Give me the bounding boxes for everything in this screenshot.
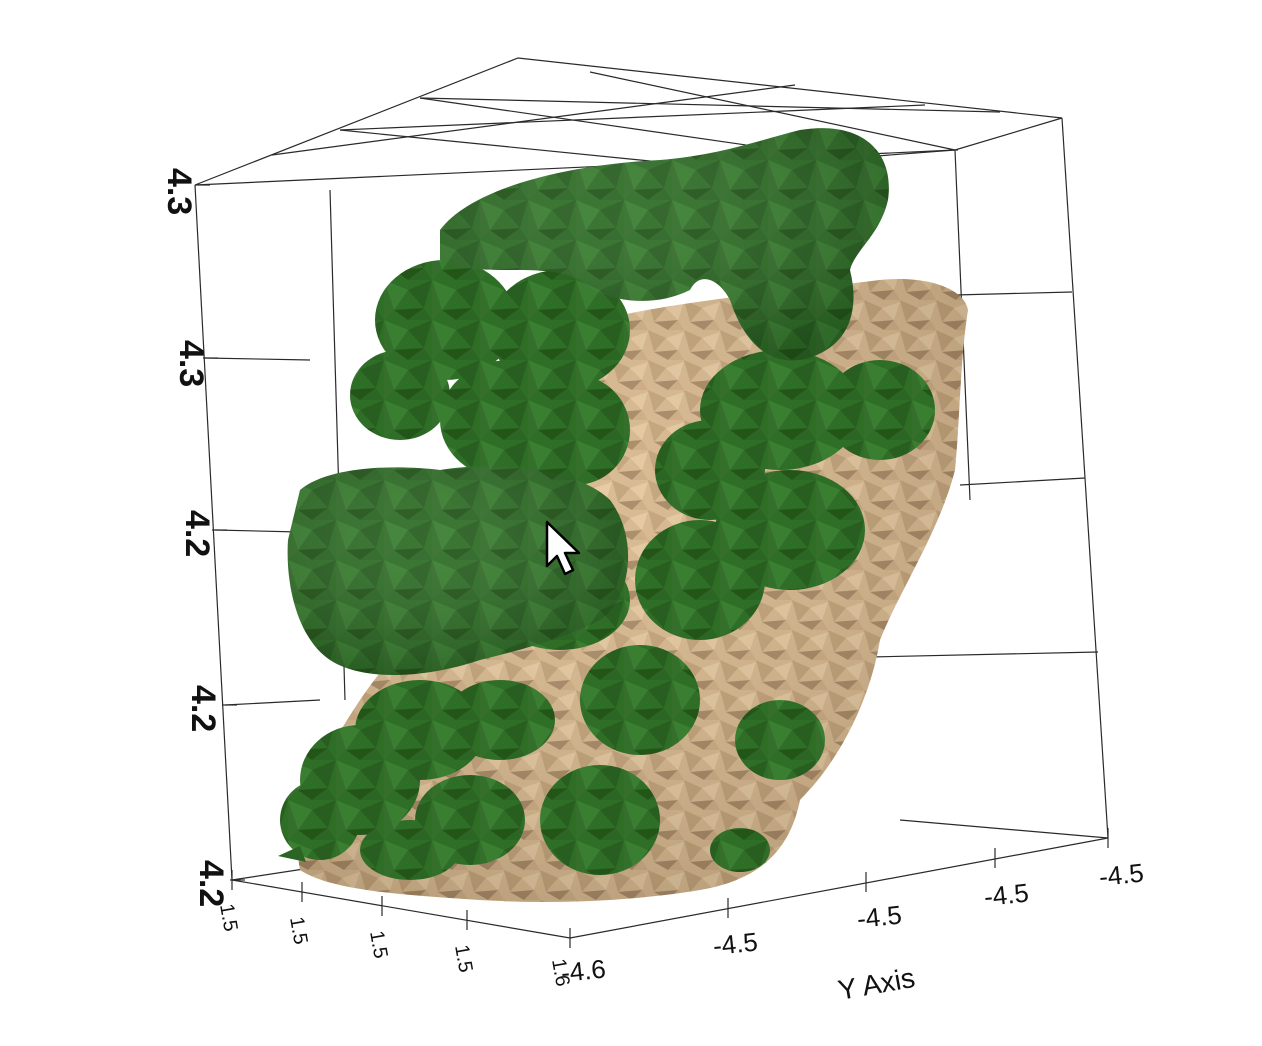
z-tick-label: 4.3	[172, 340, 210, 387]
x-tick-label: 1.6	[547, 957, 573, 988]
green-isosurface	[278, 128, 935, 880]
y-tick-label: -4.5	[1097, 857, 1145, 892]
x-axis: 1.5 1.5 1.5 1.5 1.6	[215, 902, 573, 988]
z-tick-label: 4.2	[192, 860, 230, 907]
y-tick-label: -4.5	[982, 877, 1030, 912]
y-tick-label: -4.6	[559, 953, 607, 988]
z-axis: 4.3 4.3 4.2 4.2 4.2	[160, 168, 230, 907]
x-tick-label: 1.5	[365, 929, 391, 960]
z-tick-label: 4.3	[160, 168, 198, 215]
x-tick-label: 1.5	[450, 943, 476, 974]
y-axis-title: Y Axis	[836, 962, 918, 1006]
y-tick-label: -4.5	[711, 926, 759, 961]
y-tick-label: -4.5	[855, 899, 903, 934]
x-tick-label: 1.5	[215, 902, 241, 933]
z-tick-label: 4.2	[178, 510, 216, 557]
z-tick-label: 4.2	[184, 685, 222, 732]
arrow-pointer-icon	[545, 520, 581, 576]
x-tick-label: 1.5	[285, 915, 311, 946]
bounding-box-grid	[194, 57, 1109, 948]
